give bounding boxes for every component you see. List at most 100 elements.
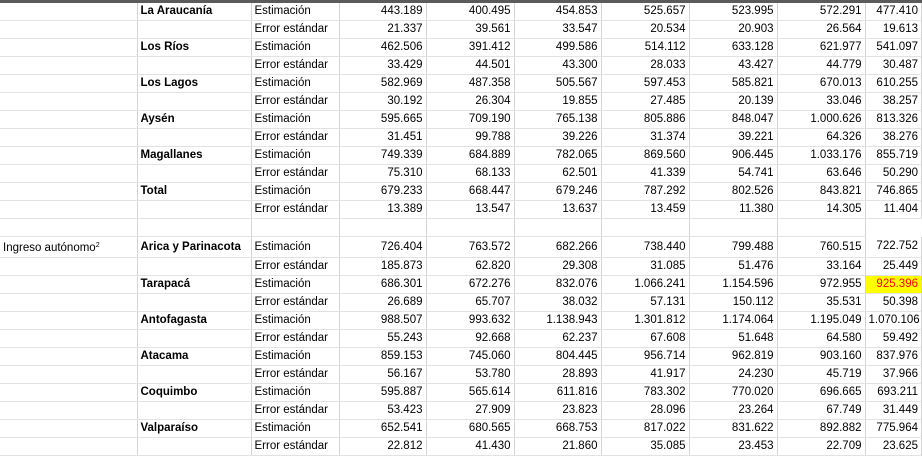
value-cell[interactable]: 51.476 xyxy=(689,257,778,276)
region-cell[interactable]: Los Lagos xyxy=(137,74,252,93)
statistic-cell[interactable]: Estimación xyxy=(251,38,340,57)
value-cell[interactable]: 611.816 xyxy=(514,383,602,402)
empty-cell[interactable] xyxy=(601,218,690,237)
value-cell[interactable]: 763.572 xyxy=(426,236,515,258)
region-cell[interactable] xyxy=(137,164,252,183)
value-cell[interactable]: 892.882 xyxy=(777,419,866,438)
value-cell[interactable]: 477.410 xyxy=(865,3,922,21)
value-cell[interactable]: 75.310 xyxy=(339,164,427,183)
statistic-cell[interactable]: Estimación xyxy=(251,3,340,21)
value-cell[interactable]: 39.561 xyxy=(426,20,515,39)
value-cell[interactable]: 746.865 xyxy=(865,182,922,201)
category-cell[interactable] xyxy=(0,110,138,129)
value-cell[interactable]: 582.969 xyxy=(339,74,427,93)
value-cell[interactable]: 26.564 xyxy=(777,20,866,39)
statistic-cell[interactable]: Estimación xyxy=(251,236,340,258)
value-cell[interactable]: 57.131 xyxy=(601,293,690,312)
statistic-cell[interactable]: Error estándar xyxy=(251,293,340,312)
category-cell[interactable] xyxy=(0,275,138,294)
category-cell[interactable] xyxy=(0,329,138,348)
value-cell[interactable]: 787.292 xyxy=(601,182,690,201)
value-cell[interactable]: 595.665 xyxy=(339,110,427,129)
value-cell[interactable]: 65.707 xyxy=(426,293,515,312)
value-cell[interactable]: 813.326 xyxy=(865,110,922,129)
value-cell[interactable]: 55.243 xyxy=(339,329,427,348)
value-cell[interactable]: 775.964 xyxy=(865,419,922,438)
category-cell[interactable] xyxy=(0,74,138,93)
value-cell[interactable]: 956.714 xyxy=(601,347,690,366)
region-cell[interactable]: La Araucanía xyxy=(137,3,252,21)
region-cell[interactable]: Aysén xyxy=(137,110,252,129)
value-cell[interactable]: 43.427 xyxy=(689,56,778,75)
value-cell[interactable]: 56.167 xyxy=(339,365,427,384)
empty-cell[interactable] xyxy=(514,218,602,237)
value-cell[interactable]: 652.541 xyxy=(339,419,427,438)
value-cell[interactable]: 19.855 xyxy=(514,92,602,111)
value-cell[interactable]: 30.487 xyxy=(865,56,922,75)
value-cell[interactable]: 24.230 xyxy=(689,365,778,384)
category-cell[interactable] xyxy=(0,419,138,438)
value-cell[interactable]: 45.719 xyxy=(777,365,866,384)
region-cell[interactable]: Los Ríos xyxy=(137,38,252,57)
value-cell[interactable]: 805.886 xyxy=(601,110,690,129)
value-cell[interactable]: 499.586 xyxy=(514,38,602,57)
value-cell[interactable]: 993.632 xyxy=(426,311,515,330)
value-cell[interactable]: 33.046 xyxy=(777,92,866,111)
value-cell[interactable]: 29.308 xyxy=(514,257,602,276)
value-cell[interactable]: 37.966 xyxy=(865,365,922,384)
region-cell[interactable] xyxy=(137,257,252,276)
statistic-cell[interactable]: Estimación xyxy=(251,419,340,438)
category-cell[interactable] xyxy=(0,20,138,39)
statistic-cell[interactable]: Error estándar xyxy=(251,365,340,384)
value-cell[interactable]: 13.389 xyxy=(339,200,427,219)
statistic-cell[interactable]: Error estándar xyxy=(251,401,340,420)
value-cell[interactable]: 597.453 xyxy=(601,74,690,93)
statistic-cell[interactable]: Estimación xyxy=(251,347,340,366)
region-cell[interactable]: Valparaíso xyxy=(137,419,252,438)
statistic-cell[interactable]: Error estándar xyxy=(251,200,340,219)
value-cell[interactable]: 43.300 xyxy=(514,56,602,75)
value-cell[interactable]: 35.531 xyxy=(777,293,866,312)
value-cell[interactable]: 443.189 xyxy=(339,3,427,21)
value-cell[interactable]: 38.032 xyxy=(514,293,602,312)
value-cell[interactable]: 62.237 xyxy=(514,329,602,348)
value-cell[interactable]: 799.488 xyxy=(689,236,778,258)
category-cell[interactable] xyxy=(0,56,138,75)
region-cell[interactable]: Coquimbo xyxy=(137,383,252,402)
value-cell[interactable]: 595.887 xyxy=(339,383,427,402)
value-cell[interactable]: 988.507 xyxy=(339,311,427,330)
value-cell[interactable]: 855.719 xyxy=(865,146,922,165)
statistic-cell[interactable]: Estimación xyxy=(251,275,340,294)
category-cell[interactable] xyxy=(0,365,138,384)
value-cell[interactable]: 726.404 xyxy=(339,236,427,258)
category-cell[interactable] xyxy=(0,293,138,312)
region-cell[interactable] xyxy=(137,365,252,384)
value-cell[interactable]: 38.257 xyxy=(865,92,922,111)
statistic-cell[interactable]: Error estándar xyxy=(251,20,340,39)
value-cell[interactable]: 26.304 xyxy=(426,92,515,111)
value-cell[interactable]: 14.305 xyxy=(777,200,866,219)
value-cell[interactable]: 679.246 xyxy=(514,182,602,201)
region-cell[interactable]: Tarapacá xyxy=(137,275,252,294)
value-cell[interactable]: 1.195.049 xyxy=(777,311,866,330)
value-cell[interactable]: 1.070.106 xyxy=(865,311,922,330)
value-cell[interactable]: 770.020 xyxy=(689,383,778,402)
empty-cell[interactable] xyxy=(137,218,252,237)
value-cell[interactable]: 67.608 xyxy=(601,329,690,348)
empty-cell[interactable] xyxy=(339,218,427,237)
value-cell[interactable]: 462.506 xyxy=(339,38,427,57)
value-cell[interactable]: 50.398 xyxy=(865,293,922,312)
value-cell[interactable]: 53.423 xyxy=(339,401,427,420)
value-cell[interactable]: 22.709 xyxy=(777,437,866,456)
value-cell[interactable]: 41.430 xyxy=(426,437,515,456)
category-cell[interactable] xyxy=(0,38,138,57)
value-cell[interactable]: 1.033.176 xyxy=(777,146,866,165)
value-cell[interactable]: 672.276 xyxy=(426,275,515,294)
value-cell[interactable]: 831.622 xyxy=(689,419,778,438)
category-cell[interactable] xyxy=(0,3,138,21)
value-cell[interactable]: 22.812 xyxy=(339,437,427,456)
value-cell[interactable]: 51.648 xyxy=(689,329,778,348)
empty-cell[interactable] xyxy=(689,218,778,237)
value-cell[interactable]: 28.033 xyxy=(601,56,690,75)
statistic-cell[interactable]: Error estándar xyxy=(251,56,340,75)
